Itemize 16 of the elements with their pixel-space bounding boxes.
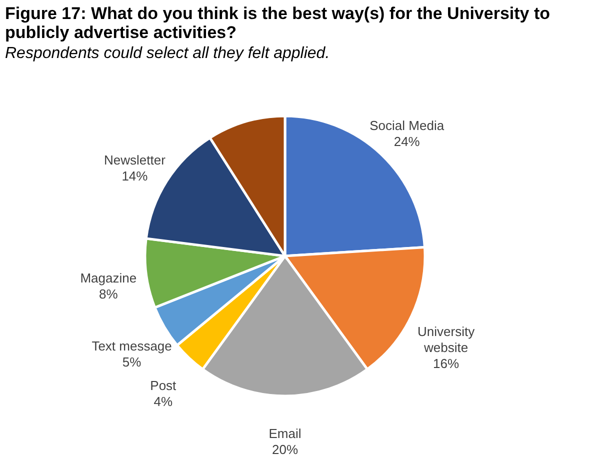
slice-label: University website bbox=[418, 324, 476, 355]
data-label: 5% bbox=[122, 354, 142, 370]
data-label: 20% bbox=[272, 442, 298, 457]
slice-label: Social Media bbox=[370, 118, 445, 134]
data-label: 8% bbox=[99, 286, 118, 302]
slice-label: Newsletter bbox=[104, 152, 166, 168]
data-label: 14% bbox=[122, 168, 148, 184]
slice-label: Email bbox=[268, 426, 302, 441]
chart-title: Figure 17: What do you think is the best way(s) for the University to publicly advertise activities? bbox=[5, 4, 550, 42]
slice-label: Text message bbox=[92, 338, 172, 354]
data-label: 4% bbox=[154, 394, 173, 409]
data-label: 24% bbox=[394, 134, 420, 150]
slice-label: Post bbox=[150, 378, 177, 393]
slice-label: Magazine bbox=[80, 270, 137, 286]
data-label: 16% bbox=[433, 356, 460, 371]
chart-subtitle: Respondents could select all they felt applied. bbox=[5, 45, 330, 62]
